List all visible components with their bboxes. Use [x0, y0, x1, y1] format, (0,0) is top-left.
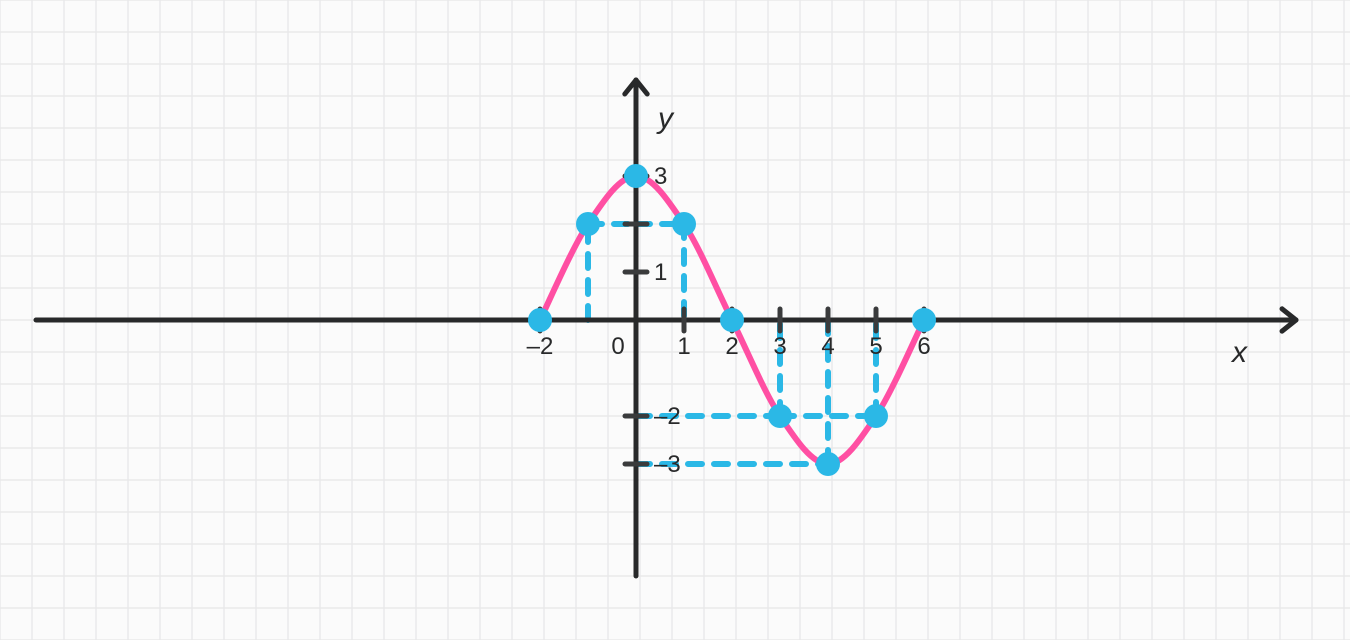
x-tick-label: 4 [821, 333, 834, 360]
coordinate-plot: –2 1 2 3 4 5 6 0 3 1 –2 –3 x y [0, 0, 1350, 640]
x-tick-label: 6 [917, 333, 930, 360]
y-tick-label: 3 [654, 163, 667, 190]
y-tick-label: 1 [654, 259, 667, 286]
x-tick-label: 5 [869, 333, 882, 360]
y-tick-label: –2 [654, 403, 681, 430]
y-tick-label: –3 [654, 451, 681, 478]
x-tick-label: –2 [527, 333, 554, 360]
x-tick-label: 3 [773, 333, 786, 360]
x-tick-label: 2 [725, 333, 738, 360]
x-axis-label: x [1230, 336, 1248, 369]
y-axis-label: y [656, 102, 675, 135]
origin-label: 0 [611, 333, 624, 360]
x-tick-label: 1 [677, 333, 690, 360]
